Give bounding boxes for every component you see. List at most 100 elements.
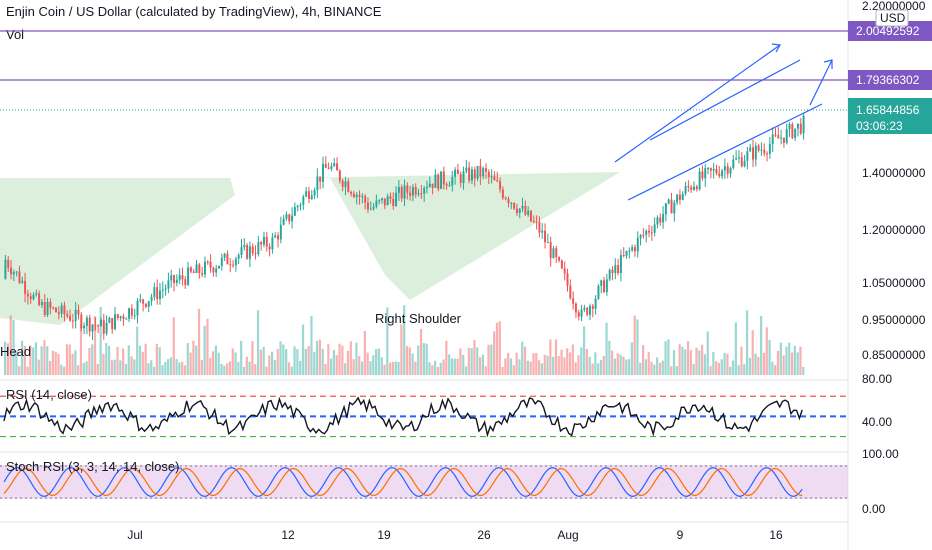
candle-body <box>392 198 395 207</box>
candle-body <box>499 181 502 190</box>
volume-bar <box>82 362 85 375</box>
candle-body <box>690 187 693 190</box>
rsi-tick-label: 40.00 <box>862 415 892 429</box>
candle-body <box>476 165 479 179</box>
candle-body <box>777 135 780 139</box>
volume-bar <box>448 354 451 375</box>
candle-body <box>673 202 676 214</box>
volume-bar <box>436 366 440 375</box>
volume-bar <box>523 346 527 375</box>
candle-body <box>721 170 724 177</box>
candle-body <box>277 235 280 240</box>
candle-body <box>361 196 364 198</box>
candle-body <box>46 301 49 315</box>
currency-badge[interactable] <box>875 9 909 27</box>
trend-arrow-line[interactable] <box>809 59 833 106</box>
volume-bar <box>619 354 622 375</box>
volume-bar <box>481 354 484 375</box>
volume-bar <box>597 363 600 375</box>
volume-bar <box>467 347 470 375</box>
candle-body <box>445 184 448 186</box>
candle-body <box>372 206 375 209</box>
candle-body <box>220 257 223 266</box>
volume-bar <box>723 352 726 375</box>
volume-bar <box>273 360 277 375</box>
candle-body <box>723 166 726 171</box>
candle-body <box>695 186 698 190</box>
candle-body <box>729 167 732 174</box>
volume-bar <box>133 359 136 375</box>
candle-body <box>586 307 589 315</box>
volume-bar <box>641 345 645 375</box>
candle-body <box>749 147 752 152</box>
volume-bar <box>397 362 400 375</box>
trend-line[interactable] <box>614 44 781 163</box>
trend-line[interactable] <box>627 103 823 201</box>
volume-bar <box>639 362 642 375</box>
volume-bar <box>518 359 521 375</box>
volume-bar <box>248 361 251 375</box>
volume-bar <box>183 365 187 375</box>
candle-body <box>774 134 777 136</box>
candle-body <box>299 204 302 206</box>
candle-body <box>395 192 398 207</box>
trend-line[interactable] <box>649 59 801 141</box>
candle-body <box>791 124 794 138</box>
volume-bar <box>636 319 639 375</box>
candle-body <box>794 128 797 138</box>
pattern-left-shoulder <box>0 178 235 325</box>
volume-bar <box>459 348 462 375</box>
candle-body <box>597 285 600 299</box>
candle-body <box>684 186 687 194</box>
volume-bar <box>268 355 271 375</box>
candle-body <box>240 247 243 255</box>
volume-bar <box>622 356 625 375</box>
volume-bar <box>473 340 476 375</box>
candle-body <box>32 294 35 300</box>
candle-body <box>139 299 142 301</box>
candle-body <box>344 181 347 187</box>
candle-body <box>513 202 516 209</box>
volume-bar <box>453 358 456 375</box>
rsi-line <box>3 396 803 438</box>
volume-bar <box>720 359 723 375</box>
candle-body <box>97 325 100 327</box>
volume-bar <box>779 342 782 375</box>
volume-bar <box>74 350 77 375</box>
volume-bar <box>391 361 395 375</box>
candle-body <box>656 217 659 225</box>
candle-body <box>99 319 102 327</box>
volume-bar <box>414 361 417 375</box>
volume-bar <box>729 366 732 375</box>
candle-body <box>589 305 591 315</box>
volume-bar <box>774 365 777 375</box>
volume-bar <box>740 346 743 375</box>
candle-body <box>431 183 434 188</box>
volume-bar <box>6 343 10 375</box>
volume-bar <box>189 352 192 375</box>
volume-bar <box>417 345 420 375</box>
candle-body <box>375 200 378 207</box>
volume-bar <box>439 362 442 375</box>
candle-body <box>364 196 367 203</box>
candle-body <box>648 230 650 233</box>
volume-bar <box>734 322 737 375</box>
stoch-tick-label: 0.00 <box>862 502 886 516</box>
candle-body <box>378 200 381 202</box>
candle-body <box>26 293 29 297</box>
volume-bar <box>18 366 21 375</box>
candle-body <box>698 171 701 190</box>
volume-bar <box>9 315 12 375</box>
volume-bar <box>40 346 43 375</box>
volume-bar <box>282 344 285 375</box>
candle-body <box>282 218 285 225</box>
candle-body <box>341 180 344 187</box>
volume-bar <box>68 344 71 375</box>
annotation-right-shoulder: Right Shoulder <box>375 311 462 326</box>
candle-body <box>628 250 631 252</box>
candle-body <box>66 314 69 316</box>
candle-body <box>518 208 521 213</box>
volume-bar <box>588 356 591 375</box>
candle-body <box>670 199 673 214</box>
